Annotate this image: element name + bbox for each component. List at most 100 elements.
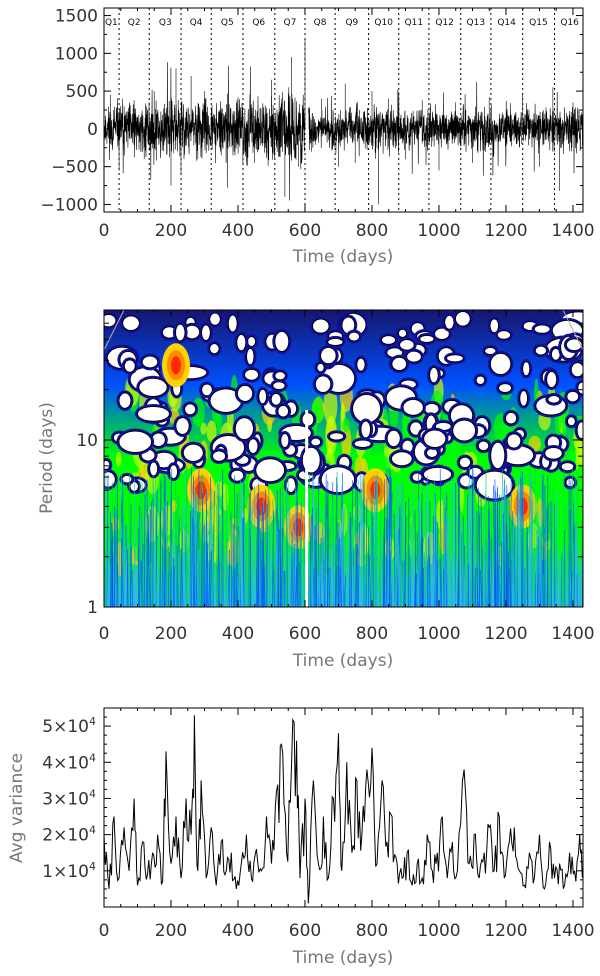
y-tick-label: 0: [87, 120, 98, 140]
power-streak: [386, 469, 389, 607]
contour-core: [548, 395, 560, 403]
contour-core: [502, 446, 534, 465]
contour-core: [507, 434, 521, 448]
contour-core: [381, 336, 396, 344]
power-streak: [457, 480, 460, 607]
power-streak: [470, 519, 473, 607]
power-patch: [222, 483, 229, 511]
power-streak: [285, 558, 288, 607]
power-streak: [559, 570, 562, 607]
flux-series-line: [104, 38, 583, 205]
power-streak: [236, 494, 238, 607]
x-tick-label: 800: [356, 921, 388, 941]
power-streak: [121, 522, 123, 607]
power-streak: [404, 516, 407, 607]
avg-variance-series-line: [104, 715, 583, 904]
power-streak: [473, 566, 476, 607]
contour-core: [119, 393, 131, 408]
power-streak: [121, 559, 124, 607]
power-streak: [498, 494, 500, 607]
power-streak: [501, 494, 503, 607]
contour-core: [505, 412, 517, 424]
power-streak: [395, 533, 398, 607]
contour-core: [150, 462, 158, 476]
power-streak: [298, 547, 300, 607]
power-streak: [328, 567, 331, 607]
power-streak: [255, 493, 259, 607]
contour-core: [248, 439, 258, 453]
power-patch: [402, 495, 408, 513]
x-axis-ticks: 0 200 400 600 800 1000 1200 1400: [99, 708, 595, 941]
power-streak: [279, 565, 281, 607]
x-tick-label: 200: [155, 921, 187, 941]
power-streak: [573, 521, 576, 607]
contour-core: [497, 331, 511, 339]
power-streak: [411, 484, 414, 607]
quarter-label: Q10: [374, 18, 393, 28]
power-streak: [444, 507, 447, 607]
power-streak: [163, 471, 166, 607]
power-streak: [517, 568, 520, 607]
contour-core: [137, 407, 170, 421]
power-streak: [574, 476, 577, 607]
power-streak: [317, 498, 319, 607]
power-streak: [258, 509, 260, 607]
power-streak: [167, 547, 170, 607]
power-streak: [369, 487, 372, 607]
power-streak: [247, 487, 250, 607]
contour-core: [183, 444, 203, 461]
power-streak: [226, 500, 229, 607]
contour-core: [398, 329, 407, 338]
power-streak: [192, 498, 194, 607]
power-streak: [570, 572, 573, 607]
power-streak: [318, 576, 321, 607]
power-streak: [281, 485, 284, 607]
power-streak: [455, 557, 458, 607]
power-streak: [138, 545, 142, 607]
contour-core: [151, 433, 165, 447]
contour-core: [523, 362, 530, 376]
contour-core: [430, 367, 438, 383]
power-streak: [240, 488, 243, 607]
y-tick-base: 5×10: [42, 717, 89, 737]
power-streak: [107, 553, 109, 607]
power-streak: [165, 574, 167, 607]
contour-core: [119, 431, 152, 453]
power-streak: [323, 559, 326, 607]
power-streak: [330, 563, 333, 607]
power-streak: [549, 473, 551, 607]
y-tick-label: 3×104: [42, 787, 96, 809]
contour-core: [210, 313, 220, 325]
contour-core: [330, 433, 344, 440]
contour-core: [410, 422, 422, 435]
contour-core: [228, 315, 237, 332]
y-tick-label: 4×104: [42, 751, 96, 773]
y-tick-label: −500: [51, 158, 98, 178]
power-streak: [182, 470, 185, 607]
contour-core: [403, 399, 423, 415]
power-streak: [474, 510, 477, 607]
contour-core: [459, 457, 471, 468]
power-streak: [503, 497, 505, 607]
power-streak: [192, 475, 195, 607]
contour-core: [342, 317, 355, 334]
x-tick-label: 200: [155, 221, 187, 241]
power-streak: [327, 567, 329, 607]
power-streak: [439, 558, 442, 607]
contour-core: [185, 325, 200, 339]
x-tick-label: 1000: [417, 624, 460, 644]
power-streak: [184, 554, 187, 607]
contour-core: [400, 340, 414, 350]
power-streak: [417, 474, 420, 607]
power-streak: [351, 525, 354, 607]
contour-core: [202, 384, 212, 396]
contour-core: [567, 391, 579, 402]
power-streak: [547, 545, 550, 607]
contour-core: [311, 438, 321, 446]
power-streak: [393, 513, 396, 607]
x-tick-label: 800: [356, 221, 388, 241]
power-streak: [136, 566, 139, 607]
contour-core: [201, 325, 210, 340]
power-streak: [174, 531, 177, 607]
power-streak: [535, 505, 538, 607]
